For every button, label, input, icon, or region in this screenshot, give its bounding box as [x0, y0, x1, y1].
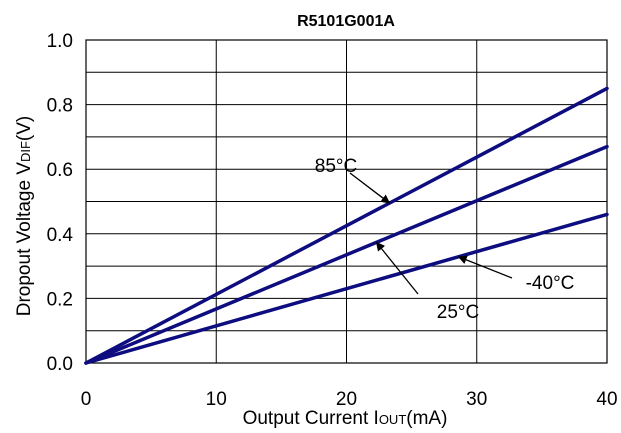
chart-title: R5101G001A	[297, 13, 395, 30]
annotation-arrow	[349, 172, 391, 204]
x-tick-label: 10	[206, 389, 227, 410]
y-tick-label: 0.4	[47, 225, 74, 246]
annotation-label: -40°C	[526, 273, 575, 294]
x-tick-label: 30	[466, 389, 487, 410]
y-tick-label: 0.0	[47, 354, 73, 375]
series-layer	[84, 86, 609, 365]
y-axis-label-main: Dropout Voltage V	[14, 162, 35, 317]
plot-frame	[85, 39, 608, 364]
y-axis-label-unit: (V)	[14, 116, 35, 141]
x-axis-label-main: Output Current I	[243, 408, 379, 429]
tick-labels: 0 10 20 30 40 0.0 0.2 0.4 0.6 0.8 1.0	[47, 31, 618, 410]
annotation-arrow	[375, 241, 419, 295]
y-tick-label: 0.8	[47, 96, 73, 117]
series-line	[84, 86, 609, 365]
annotation-arrow	[457, 255, 513, 279]
series-line	[84, 144, 609, 365]
y-tick-label: 0.6	[47, 160, 73, 181]
series-line	[84, 212, 609, 365]
y-axis-label: Dropout Voltage VDIF(V)	[14, 116, 35, 317]
annotation-label: 85°C	[315, 156, 357, 177]
x-tick-label: 40	[596, 389, 617, 410]
x-tick-label: 0	[81, 389, 92, 410]
grid	[86, 40, 607, 363]
x-axis-label: Output Current IOUT(mA)	[243, 408, 448, 429]
x-axis-label-sub: OUT	[379, 412, 407, 427]
y-tick-label: 1.0	[47, 31, 73, 52]
annotations: 85°C 25°C -40°C	[315, 156, 575, 323]
annotation-label: 25°C	[437, 302, 479, 323]
y-tick-label: 0.2	[47, 289, 73, 310]
x-tick-label: 20	[336, 389, 357, 410]
x-axis-label-unit: (mA)	[406, 408, 447, 429]
y-axis-label-sub: DIF	[18, 141, 33, 162]
